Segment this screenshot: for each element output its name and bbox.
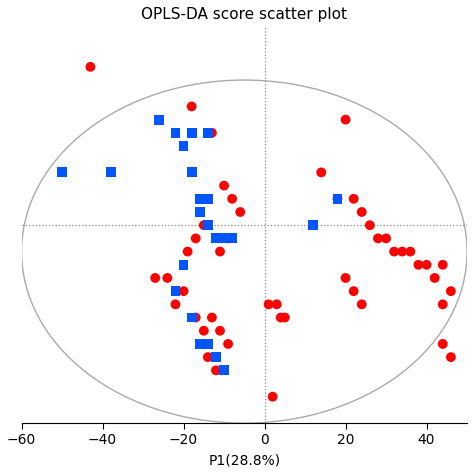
Point	[204, 195, 212, 202]
Point	[277, 314, 284, 321]
Point	[184, 248, 191, 255]
Point	[208, 314, 216, 321]
Point	[318, 169, 325, 176]
Point	[358, 208, 365, 216]
Point	[310, 221, 317, 229]
Point	[431, 274, 438, 282]
Point	[382, 235, 390, 242]
Point	[200, 327, 208, 335]
Point	[399, 248, 406, 255]
Point	[151, 274, 159, 282]
Point	[212, 235, 220, 242]
Point	[216, 248, 224, 255]
Point	[196, 340, 203, 348]
Point	[281, 314, 289, 321]
Point	[220, 235, 228, 242]
Point	[200, 221, 208, 229]
Point	[350, 287, 357, 295]
Point	[224, 235, 232, 242]
Point	[334, 195, 341, 202]
Point	[220, 366, 228, 374]
Point	[374, 235, 382, 242]
Point	[342, 116, 349, 123]
Point	[180, 287, 187, 295]
Point	[87, 63, 94, 71]
Point	[188, 129, 195, 137]
Point	[220, 182, 228, 190]
Point	[204, 353, 212, 361]
Title: OPLS-DA score scatter plot: OPLS-DA score scatter plot	[141, 7, 347, 22]
Point	[228, 235, 236, 242]
Point	[172, 129, 179, 137]
Point	[204, 221, 212, 229]
Point	[447, 287, 455, 295]
Point	[172, 301, 179, 308]
Point	[342, 274, 349, 282]
Point	[204, 340, 212, 348]
Point	[273, 301, 281, 308]
Point	[164, 274, 171, 282]
Point	[237, 208, 244, 216]
Point	[180, 261, 187, 269]
X-axis label: P1(28.8%): P1(28.8%)	[208, 453, 281, 467]
Point	[155, 116, 163, 123]
Point	[172, 287, 179, 295]
Point	[447, 353, 455, 361]
Point	[350, 195, 357, 202]
Point	[188, 103, 195, 110]
Point	[208, 129, 216, 137]
Point	[204, 129, 212, 137]
Point	[196, 208, 203, 216]
Point	[423, 261, 430, 269]
Point	[188, 314, 195, 321]
Point	[269, 393, 276, 401]
Point	[265, 301, 273, 308]
Point	[58, 169, 66, 176]
Point	[358, 301, 365, 308]
Point	[216, 327, 224, 335]
Point	[188, 169, 195, 176]
Point	[212, 366, 220, 374]
Point	[192, 235, 200, 242]
Point	[192, 314, 200, 321]
Point	[196, 195, 203, 202]
Point	[407, 248, 414, 255]
Point	[180, 142, 187, 150]
Point	[439, 301, 447, 308]
Point	[439, 340, 447, 348]
Point	[334, 195, 341, 202]
Point	[366, 221, 374, 229]
Point	[391, 248, 398, 255]
Point	[224, 340, 232, 348]
Point	[439, 261, 447, 269]
Point	[228, 195, 236, 202]
Point	[415, 261, 422, 269]
Point	[212, 353, 220, 361]
Point	[107, 169, 114, 176]
